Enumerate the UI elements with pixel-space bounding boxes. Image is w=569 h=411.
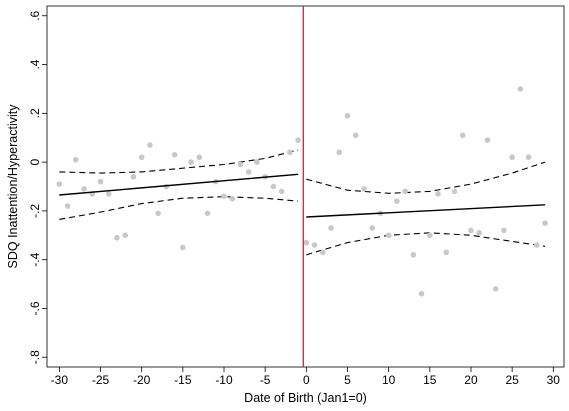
data-point	[410, 251, 417, 258]
scatter-points	[56, 86, 548, 297]
plot-frame	[46, 5, 565, 368]
data-point	[295, 137, 301, 143]
data-point	[328, 225, 334, 231]
y-tick-label: 0	[28, 158, 42, 165]
data-point	[196, 154, 203, 161]
x-tick-label: -20	[133, 373, 151, 387]
data-point	[56, 181, 63, 187]
data-point	[501, 227, 507, 234]
data-point	[303, 239, 310, 246]
data-point	[311, 242, 318, 248]
x-tick-label: 10	[382, 373, 396, 387]
data-point	[361, 186, 367, 192]
fit-lines	[59, 173, 546, 218]
data-point	[525, 154, 532, 161]
y-tick-label: -.4	[28, 252, 42, 266]
data-point	[114, 234, 120, 241]
ci-right-upper-line	[306, 161, 546, 194]
x-tick-label: -10	[215, 373, 233, 387]
data-point	[188, 159, 194, 165]
x-tick-label: 30	[547, 373, 561, 387]
data-point	[435, 191, 441, 197]
data-point	[147, 142, 153, 148]
fit-line-right	[306, 204, 546, 218]
data-point	[476, 230, 483, 236]
data-point	[443, 249, 450, 256]
data-point	[427, 232, 433, 239]
x-axis-title: Date of Birth (Jan1=0)	[244, 391, 367, 405]
data-point	[73, 156, 79, 163]
y-tick-label: .4	[28, 59, 42, 69]
y-axis-title: SDQ Inattention/Hyperactivity	[6, 104, 20, 269]
x-tick-label: 0	[303, 373, 310, 387]
x-axis: -30 -25 -20 -15 -10 -5 0 5 10 15 20 25 30	[51, 367, 561, 387]
y-tick-label: .6	[28, 10, 42, 20]
data-point	[171, 151, 178, 158]
data-point	[155, 210, 161, 217]
data-point	[542, 220, 548, 226]
data-point	[492, 286, 499, 292]
y-tick-label: -.2	[28, 204, 42, 218]
x-tick-label: 20	[464, 373, 478, 387]
y-tick-label: .2	[28, 108, 42, 118]
confidence-bands	[59, 149, 546, 256]
x-tick-label: -30	[51, 373, 69, 387]
y-tick-label: -.8	[28, 350, 42, 364]
data-point	[254, 159, 260, 165]
data-point	[459, 132, 466, 139]
data-point	[385, 232, 392, 239]
data-point	[484, 137, 491, 143]
fit-line-left	[59, 173, 299, 196]
data-point	[352, 132, 359, 139]
data-point	[402, 188, 408, 195]
x-tick-label: -5	[260, 373, 271, 387]
data-point	[509, 154, 515, 161]
data-point	[287, 149, 293, 156]
data-point	[394, 198, 400, 204]
data-point	[180, 244, 186, 251]
data-point	[130, 173, 137, 180]
ci-left-lower-line	[59, 196, 299, 220]
data-point	[237, 161, 244, 168]
data-point	[245, 169, 252, 175]
data-point	[319, 249, 326, 256]
data-point	[270, 183, 277, 190]
data-point	[534, 242, 540, 248]
data-point	[138, 154, 145, 161]
data-point	[221, 193, 227, 200]
x-tick-label: 5	[344, 373, 351, 387]
x-tick-label: -25	[92, 373, 110, 387]
data-point	[369, 225, 375, 231]
data-point	[336, 149, 343, 156]
ci-left-upper-line	[59, 149, 299, 174]
y-axis: .6 .4 .2 0 -.2 -.4 -.6 -.8	[28, 10, 47, 364]
x-tick-label: 25	[505, 373, 519, 387]
data-point	[418, 291, 425, 297]
data-point	[204, 210, 211, 217]
data-point	[468, 227, 474, 234]
data-point	[344, 112, 351, 119]
x-tick-label: 15	[423, 373, 437, 387]
data-point	[64, 203, 71, 209]
data-point	[122, 232, 129, 239]
data-point	[97, 178, 104, 185]
y-tick-label: -.6	[28, 301, 42, 315]
data-point	[451, 188, 458, 195]
data-point	[105, 191, 112, 197]
ci-right-lower-line	[306, 232, 546, 256]
data-point	[229, 195, 236, 202]
data-point	[278, 188, 285, 195]
data-point	[81, 186, 87, 192]
data-point	[517, 86, 524, 92]
x-tick-label: -15	[174, 373, 192, 387]
